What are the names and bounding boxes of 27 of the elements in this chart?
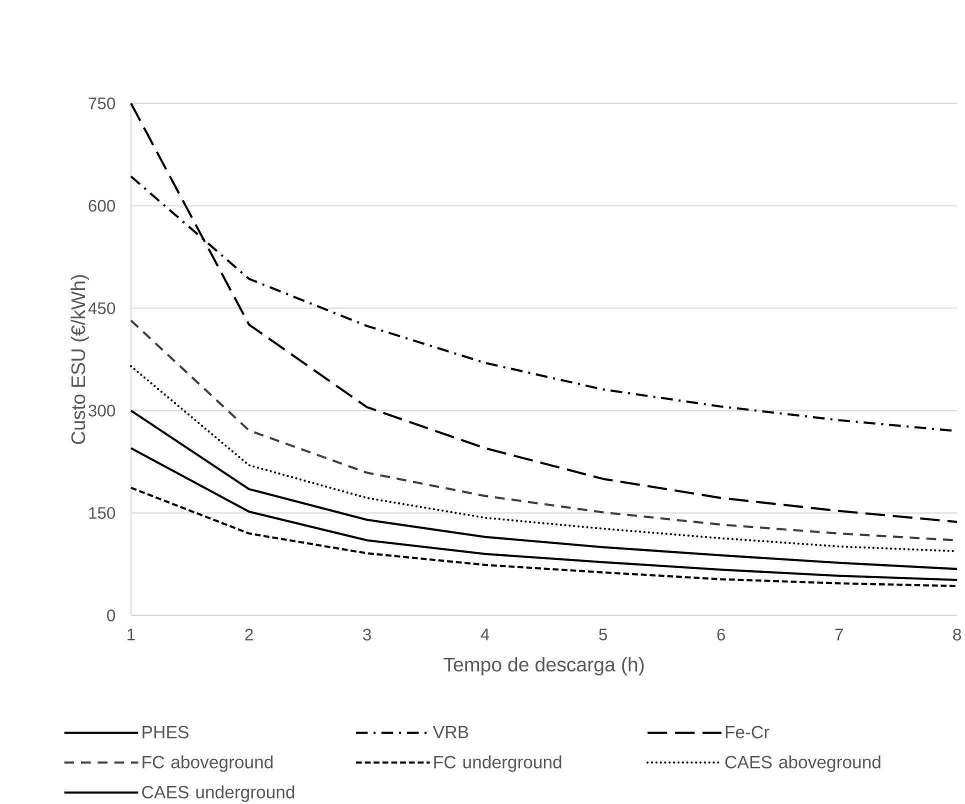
x-tick-label: 8	[953, 628, 962, 641]
x-tick-label: 3	[363, 628, 371, 641]
line-series	[130, 102, 958, 524]
x-tick-label: 1	[128, 628, 135, 640]
legend-label: Fe-Cr	[726, 726, 770, 739]
x-tick-label: 5	[599, 628, 607, 641]
y-tick-label: 0	[107, 610, 116, 622]
x-tick-label: 7	[835, 628, 843, 640]
legend-label: FC underground	[434, 756, 562, 772]
line-series	[130, 410, 958, 570]
legend-label: VRB	[432, 726, 468, 738]
legend-label: FC aboveground	[142, 756, 273, 772]
x-tick-label: 4	[480, 628, 490, 640]
y-tick-label: 600	[88, 200, 116, 212]
x-axis-title: Tempo de descarga (h)	[444, 657, 644, 676]
y-tick-label: 300	[88, 404, 116, 417]
y-tick-label: 450	[88, 302, 116, 314]
line-series	[130, 447, 958, 582]
y-tick-label: 150	[89, 507, 116, 520]
x-tick-label: 2	[245, 628, 253, 641]
y-tick-label: 750	[88, 98, 116, 110]
x-tick-label: 6	[717, 628, 725, 641]
legend-label: PHES	[142, 726, 188, 739]
legend-label: CAES underground	[142, 786, 294, 802]
legend-label: CAES aboveground	[725, 756, 880, 772]
line-series	[130, 486, 958, 588]
y-axis-title: Custo ESU (€/kWh)	[70, 275, 90, 444]
